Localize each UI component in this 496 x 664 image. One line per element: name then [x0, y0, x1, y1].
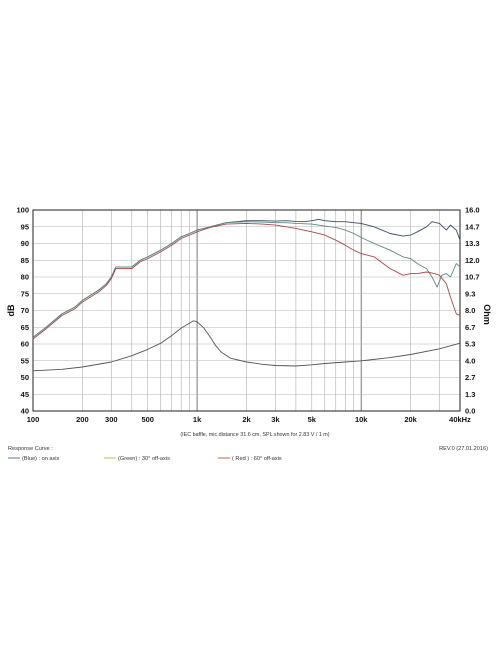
y2-tick-label: 4.0: [465, 356, 475, 365]
y2-axis-title: Ohm: [482, 304, 492, 325]
y-tick-label: 70: [21, 306, 29, 315]
x-tick-label: 1k: [193, 415, 202, 424]
x-tick-label: 2k: [242, 415, 251, 424]
y-tick-label: 45: [21, 390, 29, 399]
y-tick-label: 55: [21, 356, 29, 365]
revision-label: REV.0 (27.01.2016): [439, 446, 488, 452]
y2-tick-label: 1.3: [465, 390, 475, 399]
y2-tick-label: 12.0: [465, 256, 480, 265]
y-tick-label: 80: [21, 273, 29, 282]
y2-tick-label: 16.0: [465, 206, 480, 215]
y2-tick-label: 9.3: [465, 289, 475, 298]
legend-entry: (Blue) : on axis: [22, 456, 60, 462]
chart-tick-labels: 100 200 300 500 1k 2k 3k 5k 10k 20k 40kHz 40 45 50 55 6…: [16, 206, 479, 424]
y-axis-title: dB: [6, 304, 16, 316]
x-tick-label: 300: [105, 415, 118, 424]
x-tick-label: 20k: [404, 415, 417, 424]
y-tick-label: 85: [21, 256, 29, 265]
y2-tick-label: 6.7: [465, 323, 475, 332]
x-tick-label: 100: [27, 415, 40, 424]
response-curve-1: [32, 221, 461, 338]
x-tick-label: 10k: [355, 415, 368, 424]
y2-tick-label: 14.7: [465, 222, 480, 231]
y2-tick-label: 13.3: [465, 239, 480, 248]
x-tick-label: 3k: [271, 415, 280, 424]
y-tick-label: 90: [21, 239, 29, 248]
y-tick-label: 75: [21, 289, 29, 298]
x-tick-label: 200: [76, 415, 89, 424]
plot-frame: [32, 209, 461, 412]
response-curve-2: [32, 222, 461, 340]
y-tick-label: 60: [21, 340, 29, 349]
x-tick-label: 500: [141, 415, 154, 424]
impedance-curve: [32, 320, 461, 372]
chart-grid: [32, 209, 461, 412]
chart-series: [32, 218, 461, 372]
y2-tick-label: 8.0: [465, 306, 475, 315]
legend-title: Response Curve :: [8, 446, 53, 452]
y-tick-label: 65: [21, 323, 29, 332]
legend-entry: (Green) : 30° off-axis: [118, 456, 170, 462]
y-tick-label: 100: [16, 206, 29, 215]
y-tick-label: 40: [21, 407, 29, 416]
y2-tick-label: 10.7: [465, 273, 480, 282]
y2-tick-label: 2.7: [465, 373, 475, 382]
y-tick-label: 95: [21, 222, 29, 231]
measurement-note: (IEC baffle, mic.distance 31.6 cm, SPL s…: [180, 432, 329, 438]
legend-entry: ( Red ) : 60° off-axis: [232, 456, 282, 462]
y2-tick-label: 0.0: [465, 407, 475, 416]
chart-legend: (Blue) : on axis (Green) : 30° off-axis ( …: [8, 456, 282, 462]
x-tick-label: 40kHz: [449, 415, 471, 424]
y-tick-label: 50: [21, 373, 29, 382]
y2-tick-label: 5.3: [465, 340, 475, 349]
x-tick-label: 5k: [308, 415, 317, 424]
